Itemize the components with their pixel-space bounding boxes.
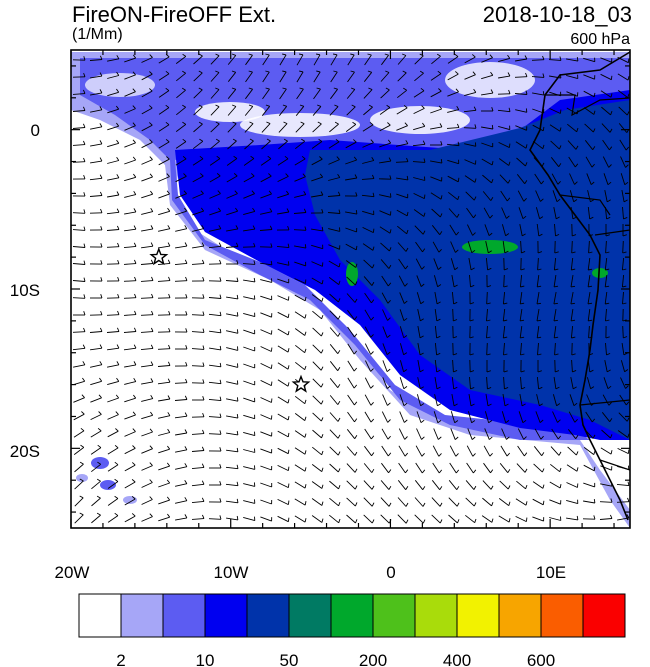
x-tick-label: 0	[386, 563, 395, 582]
colorbar-swatch	[78, 593, 122, 638]
axis-ticks	[70, 50, 630, 528]
colorbar-swatch	[540, 593, 584, 638]
colorbar-label: 400	[443, 651, 471, 667]
colorbar-label: 600	[527, 651, 555, 667]
colorbar-label: 10	[196, 651, 215, 667]
colorbar-swatch	[162, 593, 206, 638]
site-markers	[149, 247, 311, 393]
colorbar-swatch	[330, 593, 374, 638]
colorbar-labels: 2 10 50 200 400 600	[116, 651, 555, 667]
colorbar	[78, 593, 626, 638]
x-tick-label: 10E	[536, 563, 566, 582]
shaded-field	[71, 50, 630, 528]
colorbar-swatch	[372, 593, 416, 638]
colorbar-swatch	[204, 593, 248, 638]
colorbar-label: 200	[359, 651, 387, 667]
colorbar-swatch	[288, 593, 332, 638]
colorbar-swatch	[456, 593, 500, 638]
colorbar-label: 50	[280, 651, 299, 667]
datetime-label: 2018-10-18_03	[482, 2, 632, 27]
pressure-level-label: 600 hPa	[570, 31, 630, 48]
y-tick-label: 0	[31, 121, 40, 140]
colorbar-swatch	[498, 593, 542, 638]
star-marker-icon	[149, 247, 169, 266]
coastline	[529, 51, 630, 521]
x-tick-label: 20W	[55, 563, 90, 582]
y-tick-label: 20S	[10, 442, 40, 461]
colorbar-swatch	[120, 593, 164, 638]
colorbar-swatch	[414, 593, 458, 638]
colorbar-label: 2	[116, 651, 125, 667]
y-tick-label: 10S	[10, 281, 40, 300]
colorbar-swatch	[582, 593, 626, 638]
country-borders	[545, 94, 630, 471]
x-tick-label: 10W	[214, 563, 249, 582]
star-marker-icon	[291, 374, 311, 393]
units-label: (1/Mm)	[72, 26, 123, 43]
wind-barbs	[72, 53, 630, 524]
map-title: FireON-FireOFF Ext.	[72, 2, 277, 27]
colorbar-swatch	[246, 593, 290, 638]
